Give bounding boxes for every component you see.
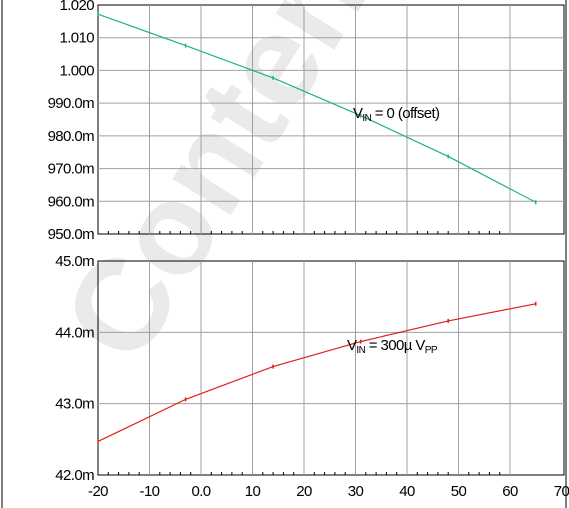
plot-area-bottom — [97, 260, 565, 476]
annotation-300u: VIN = 300µ VPP — [347, 337, 438, 356]
annotation-offset-rest: = 0 (offset) — [371, 105, 440, 122]
y-axis-ticks-top: 1.020 1.010 1.000 990.0m 980.0m 970.0m 960.0m 9… — [48, 0, 95, 243]
annotation-300u-v: V — [347, 337, 357, 354]
y-tick-label: 950.0m — [48, 226, 95, 243]
y-tick-label: 980.0m — [48, 128, 95, 145]
x-tick-label: -20 — [88, 483, 108, 500]
y-axis-ticks-bottom: 45.0m 44.0m 43.0m 42.0m — [55, 253, 94, 484]
x-tick-label: 40 — [399, 483, 415, 500]
x-tick-label: 60 — [502, 483, 518, 500]
y-tick-label: 1.020 — [59, 0, 94, 14]
annotation-offset-v: V — [353, 105, 363, 122]
series-line — [97, 13, 537, 203]
annotation-offset-sub: IN — [362, 113, 371, 124]
annotation-300u-sub2: PP — [425, 345, 438, 356]
series-offset — [97, 12, 537, 205]
y-tick-label: 1.000 — [59, 62, 94, 79]
y-tick-label: 960.0m — [48, 193, 95, 210]
plot-panel-bottom: 45.0m 44.0m 43.0m 42.0m -20 -10 0.0 10 20 30 40 50… — [55, 253, 569, 500]
x-tick-label: 0.0 — [191, 483, 210, 500]
y-tick-label: 990.0m — [48, 95, 95, 112]
plot-area-top — [97, 4, 565, 235]
y-tick-label: 43.0m — [55, 396, 94, 413]
plot-panel-top: 1.020 1.010 1.000 990.0m 980.0m 970.0m 960.0m 9… — [48, 0, 565, 243]
x-tick-label: -10 — [140, 483, 160, 500]
x-tick-label: 50 — [451, 483, 467, 500]
grid-bottom — [98, 261, 564, 475]
x-tick-label: 70 — [554, 483, 569, 500]
y-tick-label: 42.0m — [55, 467, 94, 484]
series-300u — [97, 301, 537, 444]
y-tick-label: 1.010 — [59, 30, 94, 47]
x-tick-label: 20 — [296, 483, 312, 500]
y-tick-label: 45.0m — [55, 253, 94, 270]
series-line — [97, 303, 536, 443]
y-tick-label: 970.0m — [48, 161, 95, 178]
x-tick-label: 10 — [245, 483, 261, 500]
y-tick-label: 44.0m — [55, 324, 94, 341]
x-axis-ticks: -20 -10 0.0 10 20 30 40 50 60 70 — [88, 483, 569, 500]
annotation-300u-mid: = 300µ V — [365, 337, 425, 354]
x-tick-label: 30 — [348, 483, 364, 500]
annotation-300u-sub: IN — [356, 345, 365, 356]
annotation-offset: VIN = 0 (offset) — [353, 105, 440, 124]
